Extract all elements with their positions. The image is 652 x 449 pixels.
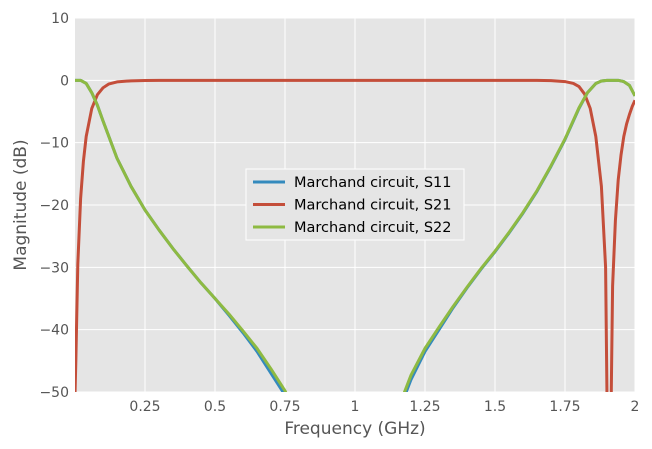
x-tick-label: 1.75 (549, 399, 580, 415)
y-tick-labels: 10 0 −10 −20 −30 −40 −50 (39, 11, 69, 401)
x-tick-label: 1.25 (409, 399, 440, 415)
x-tick-label: 0.75 (269, 399, 300, 415)
series-line-s22 (75, 78, 635, 392)
x-tick-label: 1.5 (484, 399, 506, 415)
x-tick-label: 0.25 (129, 399, 160, 415)
legend-label: Marchand circuit, S21 (294, 198, 451, 214)
x-tick-label: 2 (631, 399, 640, 415)
x-axis-label: Frequency (GHz) (284, 419, 425, 439)
series-line-s21 (75, 78, 635, 392)
y-tick-label: −40 (39, 323, 69, 339)
legend: Marchand circuit, S11 Marchand circuit, S… (245, 168, 465, 241)
y-tick-label: 10 (51, 11, 69, 27)
y-tick-label: 0 (60, 73, 69, 89)
series-layer (75, 78, 635, 392)
legend-label: Marchand circuit, S22 (294, 220, 451, 236)
x-tick-label: 1 (351, 399, 360, 415)
x-tick-labels: 0.25 0.5 0.75 1 1.25 1.5 1.75 2 (129, 399, 639, 415)
y-axis-label: Magnitude (dB) (11, 139, 31, 270)
y-tick-label: −20 (39, 198, 69, 214)
x-tick-label: 0.5 (204, 399, 226, 415)
y-tick-label: −30 (39, 260, 69, 276)
y-tick-label: −10 (39, 136, 69, 152)
legend-label: Marchand circuit, S11 (294, 175, 451, 191)
y-tick-label: −50 (39, 385, 69, 401)
